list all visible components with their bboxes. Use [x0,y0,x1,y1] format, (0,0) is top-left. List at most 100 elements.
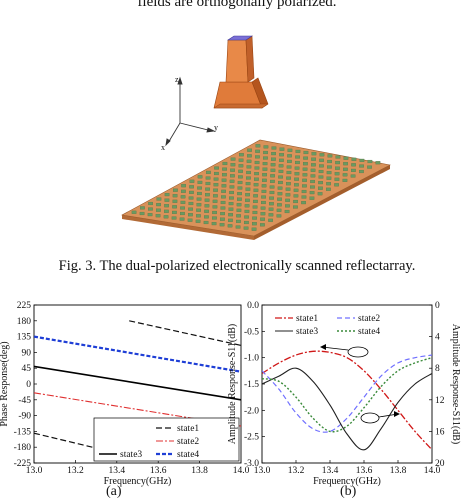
y-tick-label: -3.0 [244,459,259,469]
unit-cell [245,182,251,186]
unit-cell [269,185,275,189]
unit-cell [229,196,234,200]
unit-cell [188,201,194,206]
unit-cell [261,189,267,193]
unit-cell [303,162,308,166]
unit-cell [268,213,274,217]
unit-cell [277,197,282,201]
unit-cell [278,175,283,179]
board-surface [121,139,391,237]
unit-cell [327,154,333,158]
unit-cell [148,207,153,211]
unit-cell [309,196,315,200]
unit-cell [269,202,274,206]
unit-cell [180,206,185,210]
unit-cell [156,203,161,207]
unit-cell [278,169,284,173]
unit-cell [351,163,356,167]
unit-cell [222,167,227,171]
y-tick-label: 0 [26,380,31,390]
unit-cell [295,155,300,159]
series-line-state3 [262,367,432,451]
legend-label-state1: state1 [177,424,199,434]
chart-1: 13.0 13.2 13.4 13.6 13.8 14.0 0.0 -0.5 -1.0 -1.5 -… [227,301,461,487]
unit-cell [243,226,249,230]
x-tick-label: 13.2 [67,466,84,476]
unit-cell [311,157,316,161]
unit-cell [204,215,209,219]
unit-cell [255,144,261,148]
y-tick-label: 45 [22,364,32,374]
unit-cell [359,169,364,174]
unit-cell [227,224,233,228]
unit-cell [286,165,292,169]
unit-cell [197,191,202,196]
subfig-label-a: (a) [106,484,122,499]
x-axis-label: x [161,143,165,152]
unit-cell [277,192,283,196]
unit-cell [279,153,284,157]
unit-cell [359,158,365,162]
unit-cell [212,210,217,215]
unit-cell [180,200,186,204]
y-axis-title: Phase Response(deg) [0,341,10,426]
unit-cell [173,188,178,192]
unit-cell [206,170,211,174]
right-tick-label: 4 [435,333,440,343]
y-tick-label: 135 [17,333,32,343]
unit-cell [180,211,185,216]
unit-cell [205,176,211,180]
unit-cell [302,167,308,171]
unit-cell [236,214,241,218]
unit-cell [319,158,324,162]
unit-cell [245,187,251,191]
unit-cell [253,183,259,187]
annotation-ellipse-bottom [360,412,380,424]
series-line-state4 [262,357,432,433]
unit-cell [188,196,194,200]
unit-cell [293,194,299,198]
unit-cell [236,208,242,212]
y-tick-label: 225 [17,301,32,311]
unit-cell [221,178,227,182]
unit-cell [163,215,169,219]
unit-cell [251,227,257,231]
y-tick-label: -2.0 [244,406,259,416]
legend-label-state4: state4 [177,450,199,460]
right-tick-label: 0 [435,301,440,311]
unit-cell [148,201,153,206]
unit-cell [164,198,170,202]
unit-cell [247,154,252,158]
unit-cell [303,150,309,155]
unit-cell [196,214,201,218]
unit-cell [189,179,195,183]
series-line-state2 [262,354,432,433]
unit-cell [334,172,340,176]
unit-cell [334,183,339,187]
unit-cell [213,183,219,187]
unit-cell [302,184,307,188]
unit-cell [351,157,357,161]
unit-cell [270,179,275,183]
unit-cell [260,217,265,221]
unit-cell [268,207,274,211]
unit-cell [262,173,267,177]
unit-cell [238,158,244,162]
unit-cell [205,193,210,197]
y-tick-label: -180 [14,443,32,453]
annotation-ellipse-top [347,346,369,358]
unit-cell [276,214,282,218]
right-tick-label: 16 [435,427,445,437]
unit-cell [319,153,325,157]
legend-label-state3: state3 [296,327,318,337]
unit-cell [239,153,244,157]
unit-cell [244,209,250,213]
unit-cell [326,182,331,186]
y-tick-label: 0.0 [247,301,259,311]
unit-cell [295,160,300,165]
unit-cell [197,175,203,179]
y-tick-label: -45 [18,396,31,406]
annotation-arrowhead-right [394,411,400,417]
x-tick-label: 13.8 [191,466,208,476]
unit-cell [318,181,323,185]
